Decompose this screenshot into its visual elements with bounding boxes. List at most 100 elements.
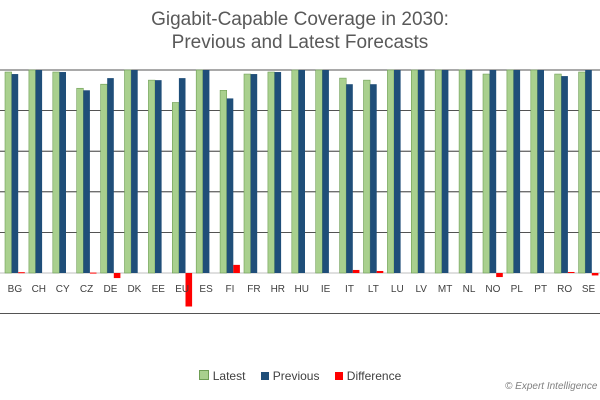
bar-difference bbox=[113, 273, 121, 279]
category-label: NO bbox=[485, 284, 500, 295]
bar-previous bbox=[83, 90, 90, 273]
bar-latest bbox=[506, 69, 514, 274]
bar-previous bbox=[537, 70, 544, 273]
bar-latest bbox=[554, 73, 562, 274]
bar-previous bbox=[585, 70, 592, 273]
bar-latest bbox=[434, 69, 443, 274]
bar-difference bbox=[185, 273, 193, 307]
bar-latest bbox=[458, 69, 467, 274]
category-label: DE bbox=[104, 284, 118, 295]
bar-latest bbox=[530, 69, 538, 274]
category-label: DK bbox=[127, 284, 141, 295]
bar-latest bbox=[482, 73, 490, 274]
bar-previous bbox=[250, 74, 258, 273]
bar-previous bbox=[370, 84, 377, 274]
bar-latest bbox=[124, 69, 132, 274]
bar-previous bbox=[226, 98, 234, 273]
bar-previous bbox=[178, 78, 186, 274]
category-label: LU bbox=[391, 284, 404, 295]
bar-latest bbox=[363, 79, 371, 274]
bar-previous bbox=[155, 80, 162, 274]
bar-latest bbox=[315, 69, 323, 274]
chart-legend: Latest Previous Difference bbox=[0, 369, 600, 383]
legend-item-previous: Previous bbox=[260, 369, 320, 383]
bar-latest bbox=[387, 69, 395, 274]
legend-swatch-previous bbox=[260, 372, 269, 380]
bar-previous bbox=[298, 70, 305, 273]
bar-difference bbox=[233, 264, 240, 273]
bar-previous bbox=[202, 70, 210, 273]
bar-latest bbox=[578, 71, 586, 274]
bar-latest bbox=[219, 90, 228, 274]
category-label: MT bbox=[438, 284, 452, 295]
legend-item-difference: Difference bbox=[334, 369, 402, 383]
category-label: HU bbox=[294, 284, 308, 295]
bar-previous bbox=[35, 70, 43, 273]
bar-previous bbox=[346, 84, 353, 274]
bar-difference bbox=[352, 269, 360, 273]
legend-swatch-latest bbox=[198, 370, 209, 380]
legend-swatch-difference bbox=[334, 372, 343, 380]
category-label: NL bbox=[463, 284, 476, 295]
bar-previous bbox=[465, 70, 473, 273]
category-label: HR bbox=[271, 284, 285, 295]
bar-previous bbox=[441, 70, 449, 273]
chart-title: Gigabit-Capable Coverage in 2030: Previo… bbox=[0, 8, 600, 54]
bar-difference bbox=[18, 272, 25, 274]
category-label: IT bbox=[345, 284, 354, 295]
category-label: CH bbox=[32, 284, 46, 295]
bar-previous bbox=[107, 78, 114, 274]
bar-latest bbox=[100, 83, 108, 274]
bar-latest bbox=[291, 69, 299, 274]
bar-latest bbox=[28, 69, 36, 274]
category-label: PL bbox=[511, 284, 524, 295]
chart-title-line-1: Gigabit-Capable Coverage in 2030: bbox=[151, 9, 449, 30]
category-label: RO bbox=[557, 284, 572, 295]
copyright-credit: © Expert Intelligence bbox=[505, 381, 598, 392]
legend-label-difference: Difference bbox=[346, 369, 402, 383]
bar-difference bbox=[591, 273, 599, 276]
bar-latest bbox=[52, 71, 60, 274]
category-label: LV bbox=[415, 284, 427, 295]
bar-previous bbox=[322, 70, 329, 273]
bar-latest bbox=[172, 102, 180, 274]
category-label: FR bbox=[247, 284, 260, 295]
bar-previous bbox=[11, 74, 19, 273]
category-label: CZ bbox=[80, 284, 93, 295]
category-label: ES bbox=[199, 284, 213, 295]
bar-latest bbox=[195, 69, 204, 274]
bar-previous bbox=[513, 70, 521, 273]
category-label: FI bbox=[226, 284, 235, 295]
bar-latest bbox=[76, 87, 84, 274]
bar-latest bbox=[339, 77, 347, 274]
category-label: EU bbox=[175, 284, 189, 295]
bar-difference bbox=[496, 273, 503, 278]
bar-previous bbox=[394, 70, 401, 273]
bar-previous bbox=[561, 76, 568, 273]
bar-difference bbox=[567, 271, 575, 273]
bar-difference bbox=[89, 272, 97, 274]
category-label: LT bbox=[368, 284, 379, 295]
category-label: BG bbox=[8, 284, 23, 295]
category-label: PT bbox=[534, 284, 547, 295]
bar-latest bbox=[410, 69, 419, 274]
category-label: SE bbox=[582, 284, 596, 295]
bar-difference bbox=[376, 270, 384, 273]
category-label: IE bbox=[321, 284, 331, 295]
bar-latest bbox=[148, 79, 156, 274]
legend-label-previous: Previous bbox=[272, 369, 320, 383]
bar-previous bbox=[274, 72, 282, 273]
bar-previous bbox=[131, 70, 138, 273]
bar-previous bbox=[59, 72, 66, 273]
bar-previous bbox=[417, 70, 425, 273]
bar-latest bbox=[243, 73, 251, 274]
chart-title-line-2: Previous and Latest Forecasts bbox=[171, 32, 429, 53]
category-label: EE bbox=[152, 284, 166, 295]
legend-item-latest: Latest bbox=[198, 369, 246, 383]
legend-label-latest: Latest bbox=[212, 369, 246, 383]
category-label: CY bbox=[56, 284, 70, 295]
bar-latest bbox=[4, 71, 12, 274]
bar-previous bbox=[489, 70, 497, 273]
bar-latest bbox=[267, 71, 275, 274]
